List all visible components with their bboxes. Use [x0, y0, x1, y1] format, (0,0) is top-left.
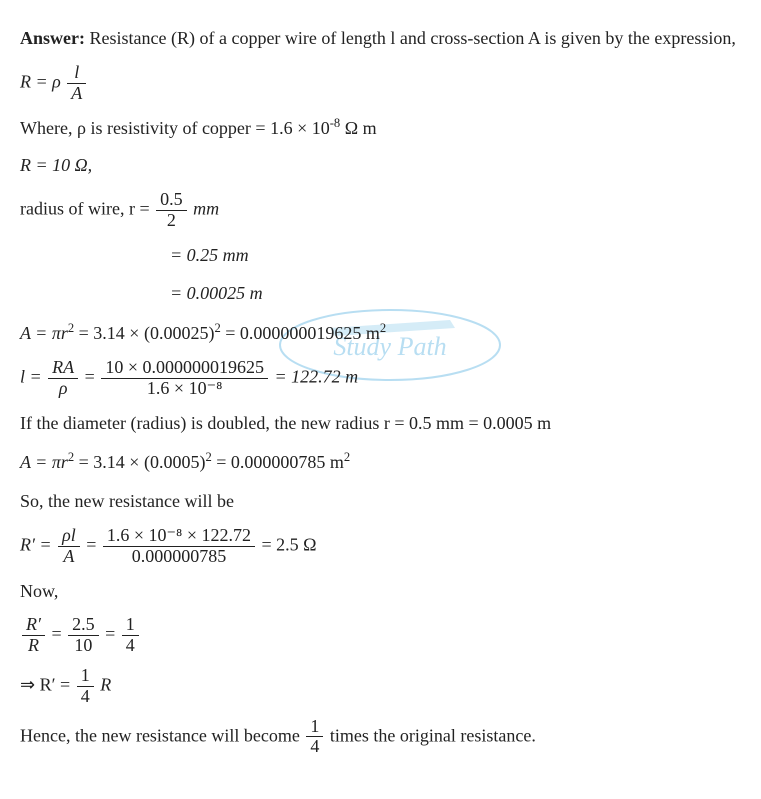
- imply-line: ⇒ R′ = 1 4 R: [20, 666, 741, 707]
- length-line: l = RA ρ = 10 × 0.000000019625 1.6 × 10⁻…: [20, 358, 741, 399]
- area1-line: A = πr2 = 3.14 × (0.00025)2 = 0.00000001…: [20, 318, 741, 348]
- ratio-frac2: 2.5 10: [68, 615, 99, 656]
- eq-resistance-formula: R = ρ l A: [20, 63, 741, 104]
- doubled-line: If the diameter (radius) is doubled, the…: [20, 409, 741, 438]
- radius-line-2: = 0.25 mm: [170, 241, 741, 270]
- eq1-frac: l A: [67, 63, 86, 104]
- answer-intro: Answer: Resistance (R) of a copper wire …: [20, 24, 741, 53]
- answer-label: Answer:: [20, 28, 85, 48]
- rp-frac1: ρl A: [58, 526, 80, 567]
- radius-frac: 0.5 2: [156, 190, 187, 231]
- rprime-line: R′ = ρl A = 1.6 × 10⁻⁸ × 122.72 0.000000…: [20, 526, 741, 567]
- imply-frac: 1 4: [77, 666, 94, 707]
- r-value-line: R = 10 Ω,: [20, 151, 741, 180]
- l-frac1: RA ρ: [48, 358, 78, 399]
- eq1-lhs: R = ρ: [20, 71, 61, 91]
- area2-line: A = πr2 = 3.14 × (0.0005)2 = 0.000000785…: [20, 447, 741, 477]
- intro-text: Resistance (R) of a copper wire of lengt…: [85, 28, 736, 48]
- now-line: Now,: [20, 577, 741, 606]
- rho-line: Where, ρ is resistivity of copper = 1.6 …: [20, 113, 741, 143]
- hence-frac: 1 4: [306, 717, 323, 758]
- radius-line-3: = 0.00025 m: [170, 279, 741, 308]
- rp-frac2: 1.6 × 10⁻⁸ × 122.72 0.000000785: [103, 526, 255, 567]
- l-frac2: 10 × 0.000000019625 1.6 × 10⁻⁸: [101, 358, 268, 399]
- ratio-frac3: 1 4: [122, 615, 139, 656]
- hence-line: Hence, the new resistance will become 1 …: [20, 717, 741, 758]
- ratio-frac1: R′ R: [22, 615, 45, 656]
- ratio-line: R′ R = 2.5 10 = 1 4: [20, 615, 741, 656]
- radius-line-1: radius of wire, r = 0.5 2 mm: [20, 190, 741, 231]
- so-new-line: So, the new resistance will be: [20, 487, 741, 516]
